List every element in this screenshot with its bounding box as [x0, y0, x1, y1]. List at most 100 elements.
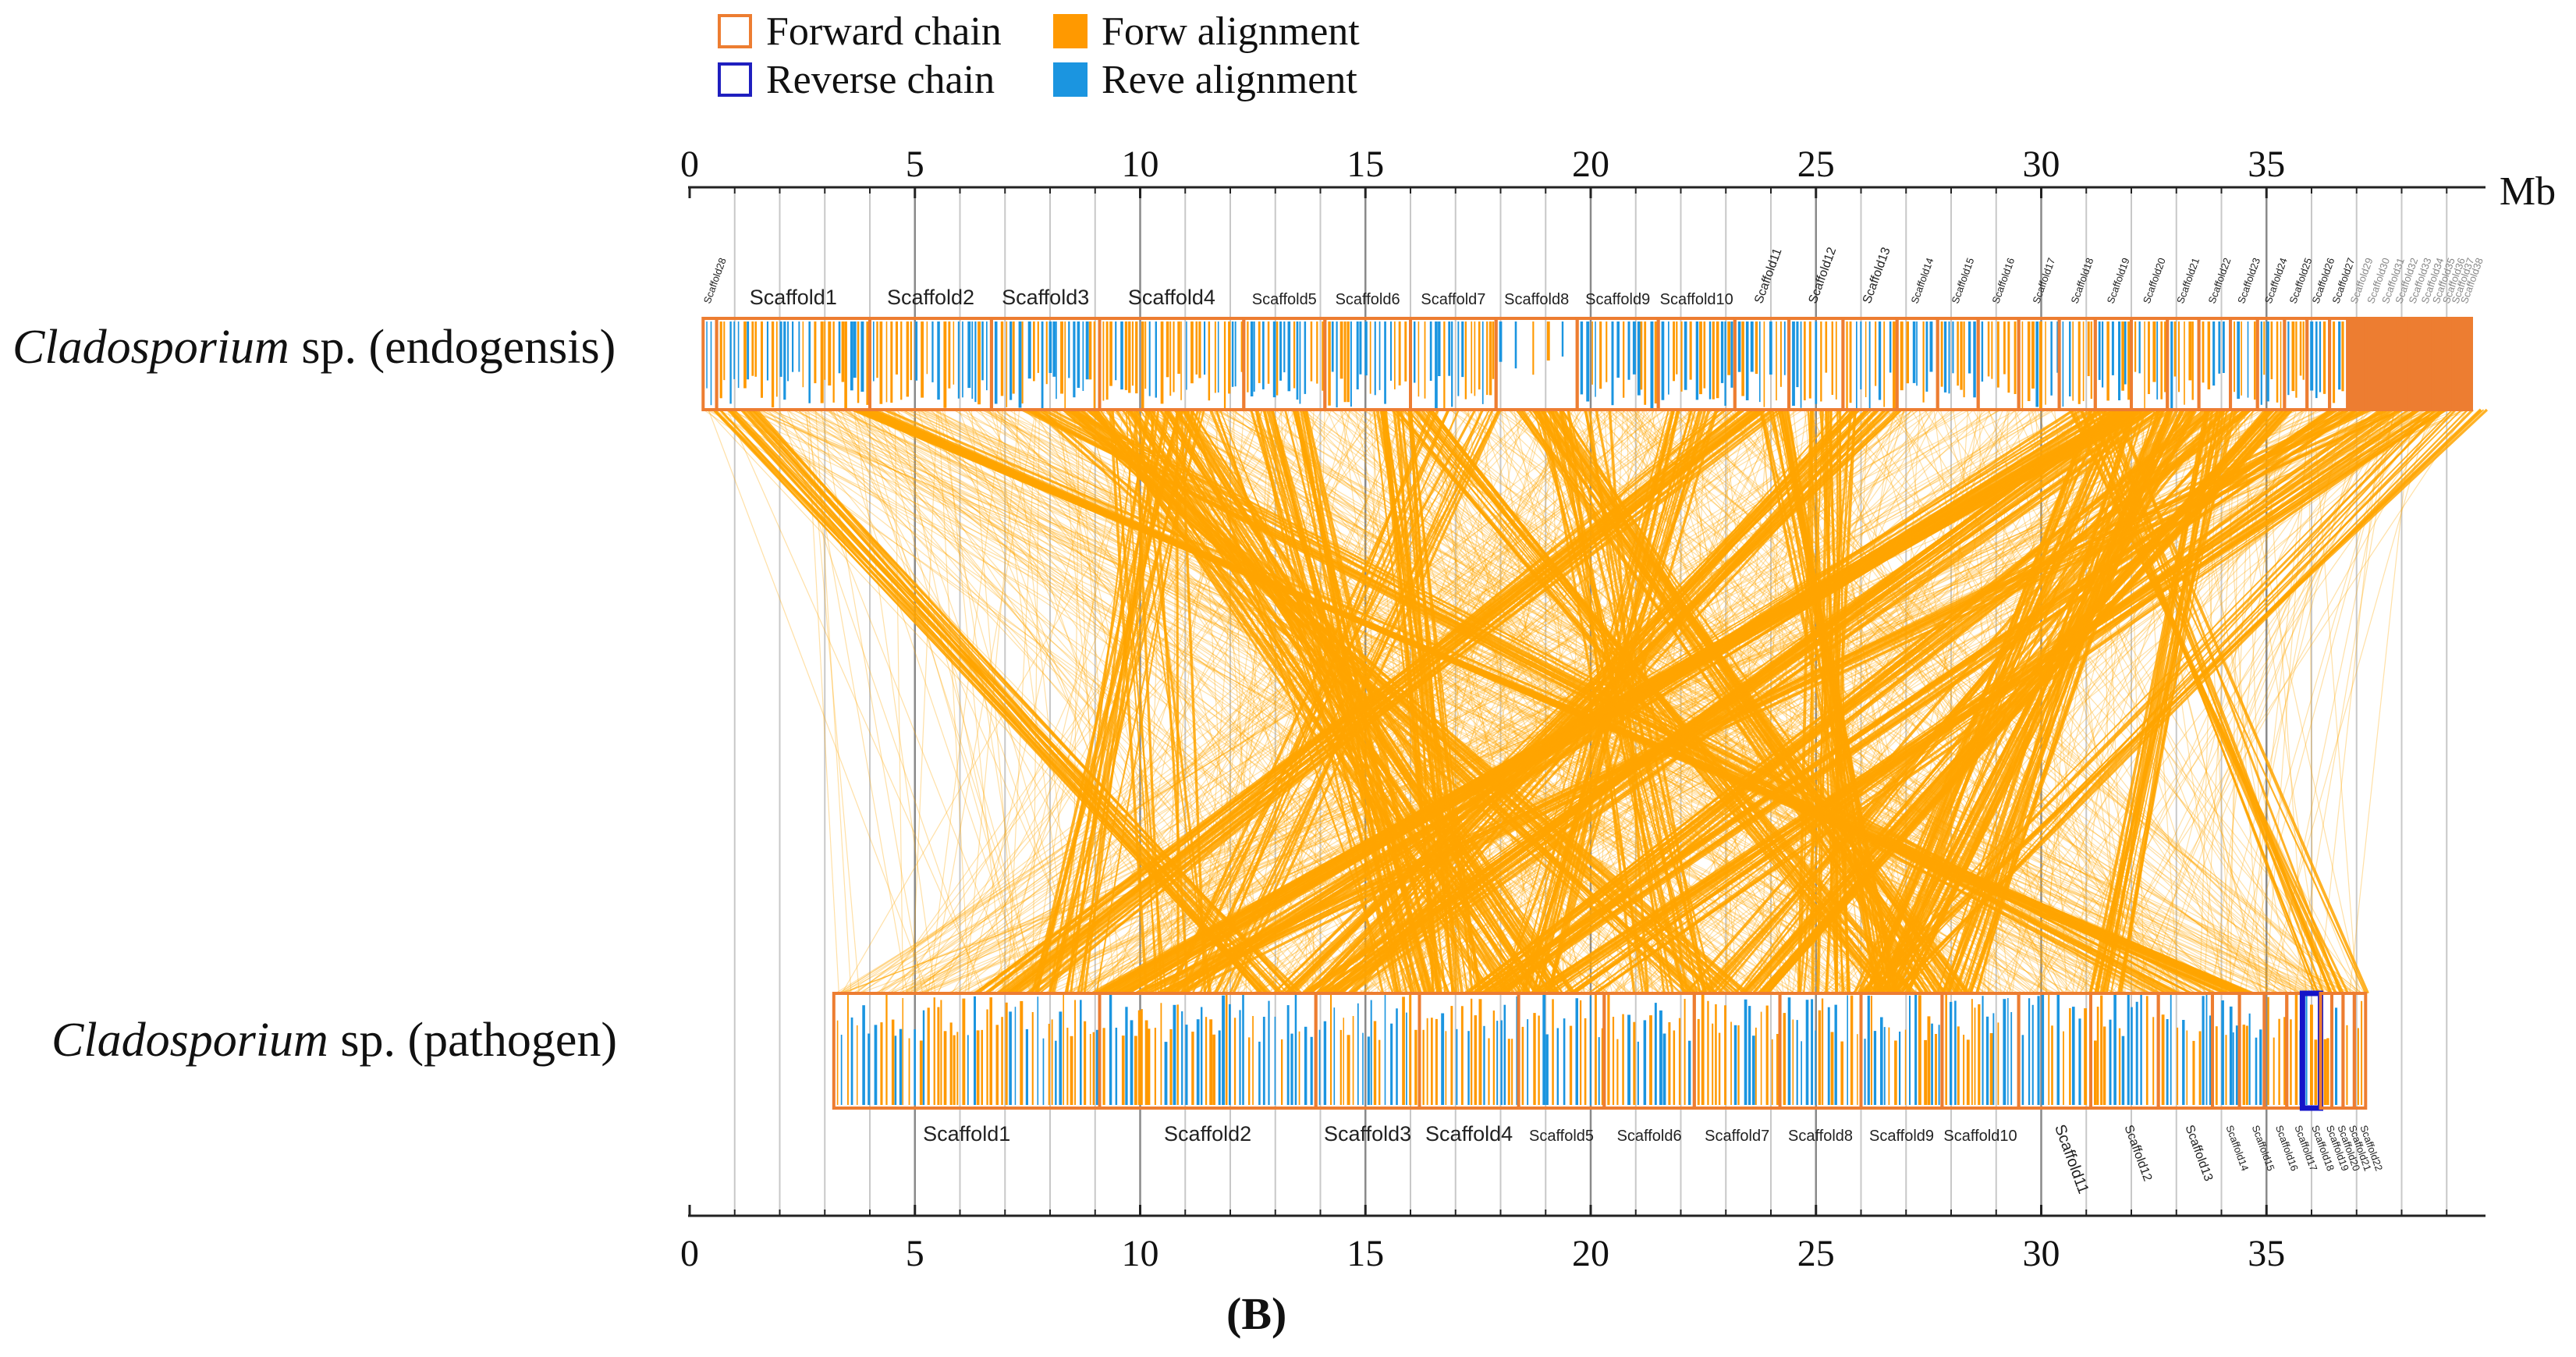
- alignment-bar: [2186, 1030, 2188, 1105]
- alignment-bar: [2260, 321, 2262, 405]
- alignment-bar: [2164, 321, 2166, 393]
- top-genome-genus: Cladosporium: [12, 321, 289, 374]
- synteny-link: [2028, 409, 2428, 994]
- synteny-link: [1684, 409, 1706, 994]
- synteny-link: [839, 409, 1098, 994]
- synteny-link: [843, 409, 2336, 994]
- synteny-link: [1432, 409, 1655, 994]
- synteny-link: [1180, 409, 1541, 994]
- synteny-link: [1078, 409, 2089, 994]
- alignment-bar: [1328, 321, 1331, 406]
- alignment-bar: [1640, 321, 1643, 390]
- synteny-link: [1008, 409, 1940, 994]
- scaffold-label: Scaffold20: [2141, 256, 2168, 305]
- synteny-link: [1301, 409, 1848, 994]
- synteny-link: [760, 409, 1955, 994]
- synteny-link: [1723, 409, 1784, 994]
- synteny-link: [2140, 409, 2179, 994]
- synteny-link: [1824, 409, 2381, 994]
- scaffold-block: Scaffold25: [2283, 256, 2315, 411]
- synteny-link: [1407, 409, 1851, 994]
- alignment-bar: [1561, 321, 1564, 357]
- alignment-bar: [1082, 321, 1084, 391]
- synteny-link: [1101, 409, 1417, 994]
- synteny-link: [1982, 409, 2081, 994]
- synteny-link: [1588, 409, 2191, 994]
- alignment-bar: [747, 321, 750, 380]
- synteny-link: [916, 409, 2214, 994]
- alignment-bar: [2280, 321, 2282, 408]
- synteny-link: [952, 409, 2240, 994]
- synteny-link: [922, 409, 1885, 994]
- alignment-bar: [844, 321, 847, 410]
- synteny-link: [1217, 409, 2244, 994]
- alignment-bar: [2276, 321, 2279, 403]
- synteny-link: [1621, 409, 1859, 994]
- alignment-bar: [1880, 1017, 1883, 1105]
- synteny-link: [1226, 409, 2425, 994]
- synteny-link: [1405, 409, 2344, 994]
- synteny-link: [1741, 409, 2245, 994]
- synteny-link: [1045, 409, 2312, 994]
- synteny-link: [777, 409, 1259, 994]
- scaffold-block: Scaffold7: [1692, 992, 1782, 1145]
- synteny-link: [1255, 409, 2248, 994]
- synteny-link: [999, 409, 1387, 994]
- synteny-link: [1613, 409, 2097, 994]
- alignment-bar: [1963, 321, 1965, 398]
- synteny-link: [883, 408, 2252, 995]
- alignment-bar: [1623, 321, 1625, 398]
- synteny-link: [1077, 409, 1889, 994]
- synteny-link: [919, 409, 1857, 994]
- alignment-bar: [1922, 321, 1925, 403]
- alignment-bar: [1904, 1029, 1907, 1105]
- alignment-bar: [857, 321, 860, 403]
- alignment-bar: [1198, 321, 1201, 378]
- alignment-bar: [2072, 321, 2074, 401]
- synteny-link: [1768, 409, 2004, 994]
- synteny-link: [1594, 409, 2070, 994]
- alignment-bar: [828, 321, 832, 385]
- synteny-link: [1467, 409, 1536, 994]
- synteny-link: [1947, 409, 2134, 994]
- synteny-link: [1134, 409, 1446, 994]
- synteny-link: [1640, 409, 2125, 994]
- synteny-link: [935, 409, 1957, 994]
- alignment-bar: [1322, 321, 1325, 391]
- alignment-bar: [1310, 321, 1313, 382]
- alignment-bar: [1478, 321, 1481, 390]
- alignment-bar: [2170, 994, 2172, 1105]
- synteny-link: [1972, 409, 2326, 994]
- synteny-link: [1098, 409, 1798, 994]
- alignment-bar: [940, 1000, 942, 1105]
- alignment-bar: [1310, 1036, 1313, 1105]
- alignment-bar: [1457, 321, 1460, 396]
- synteny-link: [967, 409, 1328, 994]
- synteny-link: [1037, 409, 1652, 994]
- alignment-bar: [1262, 321, 1265, 389]
- alignment-bar: [2050, 321, 2053, 396]
- synteny-link: [1032, 409, 1840, 994]
- synteny-link: [1349, 409, 2319, 994]
- synteny-link: [976, 409, 1531, 994]
- tick-label: 10: [1122, 1233, 1159, 1274]
- alignment-bar: [1627, 1014, 1630, 1105]
- alignment-bar: [1037, 996, 1039, 1105]
- synteny-link: [1012, 409, 1473, 994]
- synteny-link: [1449, 409, 2340, 994]
- scaffold-block: Scaffold15: [1936, 256, 1980, 411]
- synteny-link: [1218, 409, 2198, 994]
- synteny-link: [2224, 409, 2253, 994]
- legend-label: Forw alignment: [1102, 9, 1360, 54]
- synteny-link: [1183, 409, 2241, 994]
- synteny-link: [760, 409, 1928, 994]
- alignment-bar: [2031, 1004, 2034, 1105]
- scaffold-label: Scaffold21: [2174, 256, 2202, 305]
- alignment-bar: [2341, 321, 2344, 392]
- alignment-bar: [862, 1005, 865, 1105]
- alignment-bar: [1730, 321, 1733, 388]
- alignment-bar: [2156, 321, 2159, 400]
- synteny-link: [745, 409, 1289, 994]
- alignment-bar: [1166, 321, 1169, 378]
- alignment-bar: [1973, 321, 1976, 398]
